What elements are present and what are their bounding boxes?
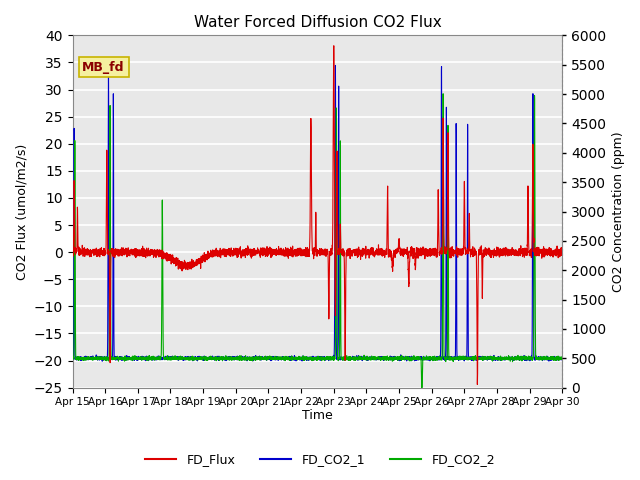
Legend: FD_Flux, FD_CO2_1, FD_CO2_2: FD_Flux, FD_CO2_1, FD_CO2_2 <box>140 448 500 471</box>
Y-axis label: CO2 Concentration (ppm): CO2 Concentration (ppm) <box>612 131 625 292</box>
Y-axis label: CO2 Flux (umol/m2/s): CO2 Flux (umol/m2/s) <box>15 144 28 280</box>
X-axis label: Time: Time <box>302 409 333 422</box>
Title: Water Forced Diffusion CO2 Flux: Water Forced Diffusion CO2 Flux <box>193 15 442 30</box>
Text: MB_fd: MB_fd <box>83 60 125 73</box>
